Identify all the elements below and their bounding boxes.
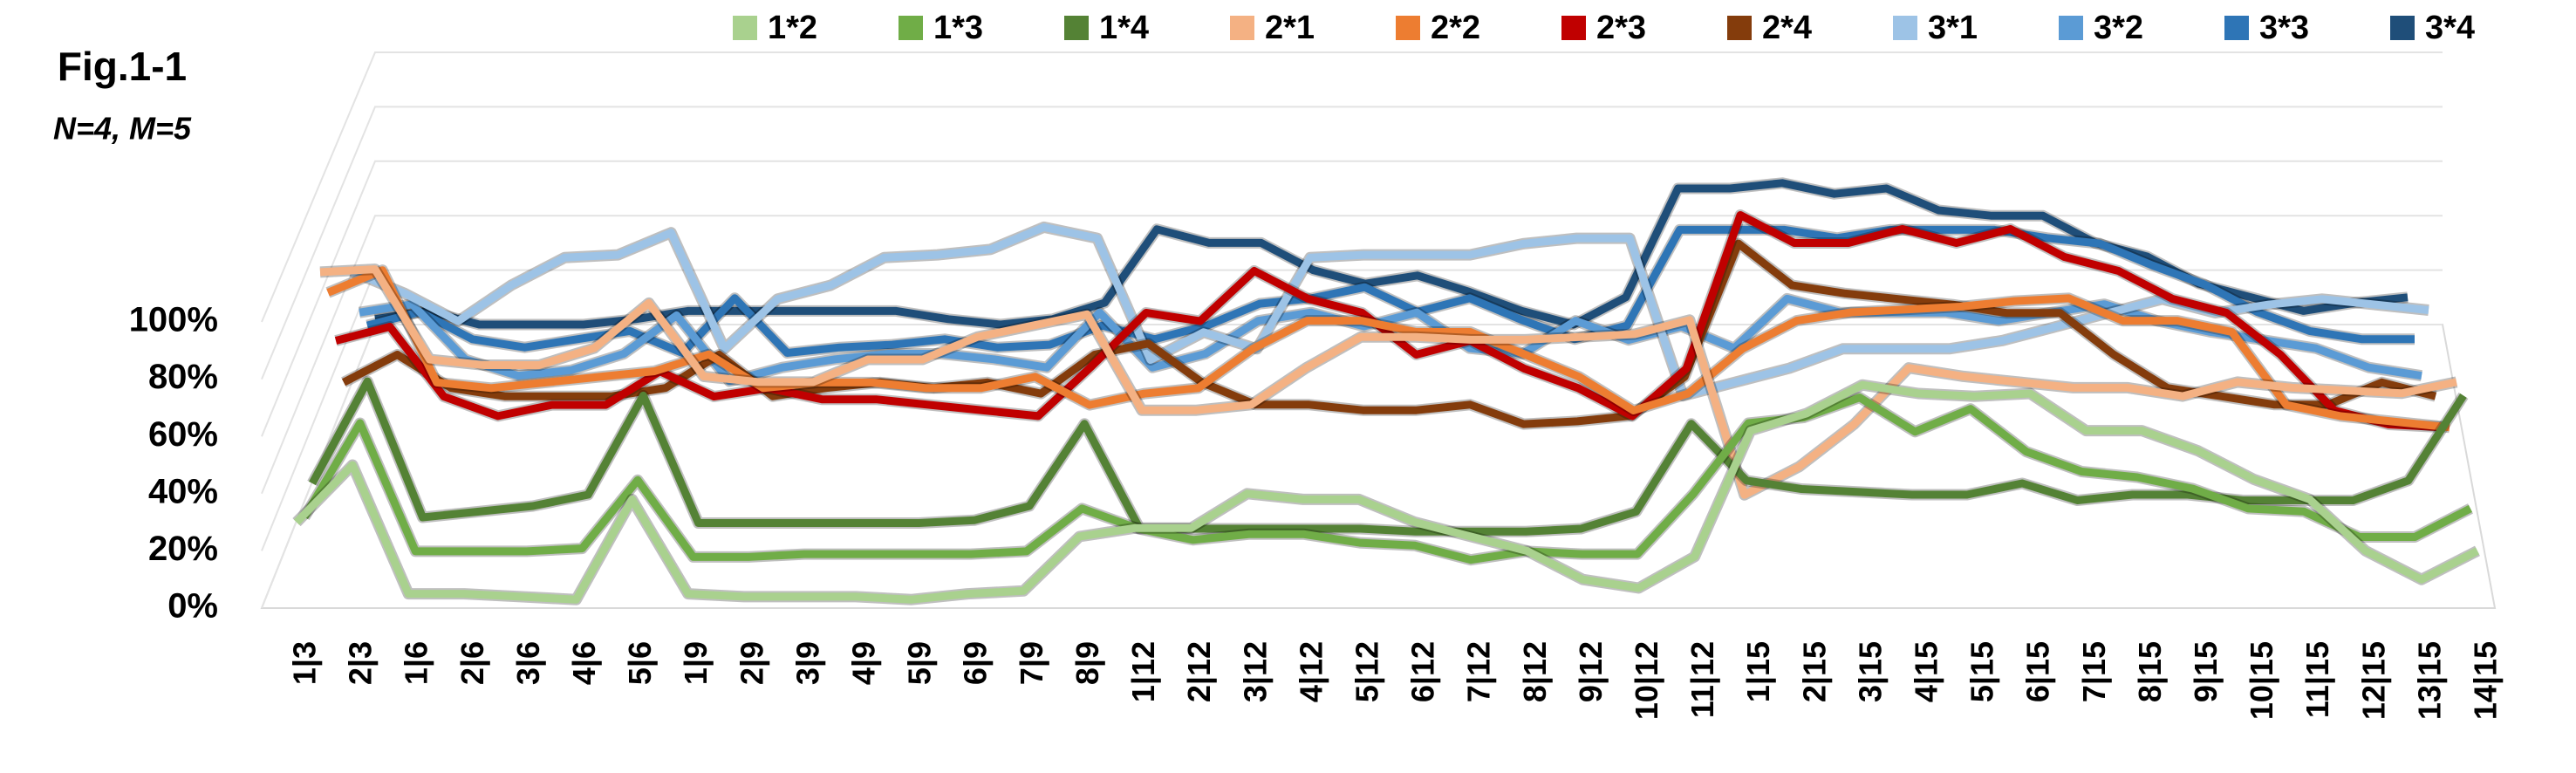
x-tick-label: 6|12: [1405, 641, 1442, 702]
legend-swatch: [1561, 16, 1586, 40]
series-line: [319, 265, 2457, 499]
x-tick-label: 7|15: [2076, 641, 2113, 702]
legend-swatch: [733, 16, 757, 40]
x-tick-label: 3|9: [789, 641, 826, 685]
x-tick-label: 6|15: [2020, 641, 2057, 702]
x-tick-label: 9|15: [2188, 641, 2224, 702]
series-line: [301, 393, 2473, 564]
x-tick-label: 13|15: [2411, 641, 2448, 720]
x-tick-label: 8|15: [2132, 641, 2169, 702]
x-tick-label: 4|6: [566, 641, 603, 685]
x-tick-label: 1|15: [1740, 641, 1777, 702]
y-tick-label: 40%: [148, 472, 218, 510]
legend-swatch: [1727, 16, 1752, 40]
series-line: [293, 380, 2480, 604]
legend-label: 1*3: [933, 10, 983, 46]
legend-label: 1*4: [1099, 10, 1149, 46]
x-tick-label: 14|15: [2468, 641, 2504, 720]
x-tick-label: 3|6: [510, 641, 547, 685]
grid-line: [261, 51, 2443, 323]
legend-swatch: [2059, 16, 2083, 40]
legend-label: 2*4: [1762, 10, 1812, 46]
x-tick-label: 4|9: [846, 641, 883, 685]
x-tick-label: 8|12: [1517, 641, 1554, 702]
legend-label: 3*1: [1928, 10, 1978, 46]
legend-label: 1*2: [768, 10, 817, 46]
legend-swatch: [1893, 16, 1917, 40]
x-tick-label: 11|15: [2299, 641, 2336, 718]
x-tick-label: 6|9: [958, 641, 994, 685]
legend-label: 2*1: [1265, 10, 1315, 46]
legend-label: 3*4: [2425, 10, 2475, 46]
grid-line: [261, 106, 2443, 380]
x-tick-label: 3|12: [1237, 641, 1274, 702]
x-tick-label: 2|3: [343, 641, 379, 685]
x-tick-label: 7|9: [1014, 641, 1050, 685]
x-tick-label: 1|6: [399, 641, 435, 685]
x-tick-label: 1|3: [287, 641, 324, 685]
x-tick-label: 4|15: [1908, 641, 1944, 702]
x-tick-label: 4|12: [1293, 641, 1329, 702]
legend-swatch: [2224, 16, 2249, 40]
legend-label: 3*2: [2094, 10, 2143, 46]
y-tick-label: 80%: [148, 358, 218, 396]
x-tick-label: 12|15: [2355, 641, 2392, 720]
legend-label: 2*2: [1431, 10, 1480, 46]
x-tick-label: 10|15: [2244, 641, 2280, 720]
legend-swatch: [899, 16, 923, 40]
y-tick-label: 0%: [167, 587, 218, 626]
x-tick-label: 2|12: [1181, 641, 1218, 702]
x-tick-label: 1|9: [678, 641, 714, 685]
legend-label: 3*3: [2259, 10, 2309, 46]
x-tick-label: 8|9: [1069, 641, 1106, 685]
x-tick-label: 5|9: [902, 641, 939, 685]
series-line: [374, 179, 2409, 329]
series-line: [359, 294, 2422, 386]
x-tick-label: 3|15: [1852, 641, 1889, 702]
x-tick-label: 2|15: [1796, 641, 1833, 702]
series-line: [366, 225, 2415, 357]
grid-line: [261, 215, 2443, 495]
series-line: [341, 239, 2437, 428]
x-tick-label: 2|9: [734, 641, 770, 685]
x-tick-label: 11|12: [1684, 641, 1721, 718]
x-tick-label: 9|12: [1573, 641, 1609, 702]
x-tick-label: 2|6: [454, 641, 491, 685]
y-tick-label: 100%: [129, 301, 218, 339]
legend-swatch: [1064, 16, 1089, 40]
chart-subtitle: N=4, M=5: [53, 111, 192, 147]
x-tick-label: 7|12: [1461, 641, 1498, 702]
grid-line: [261, 160, 2443, 437]
legend-swatch: [1230, 16, 1254, 40]
series-line: [350, 222, 2429, 400]
series-line: [309, 377, 2467, 536]
x-tick-label: 1|12: [1125, 641, 1162, 702]
chart-title: Fig.1-1: [58, 44, 187, 89]
x-tick-label: 5|15: [1964, 641, 2001, 702]
legend-swatch: [2390, 16, 2415, 40]
series-line: [326, 266, 2450, 432]
x-tick-label: 5|6: [622, 641, 659, 685]
x-tick-label: 10|12: [1629, 641, 1665, 720]
legend-swatch: [1396, 16, 1420, 40]
y-tick-label: 20%: [148, 530, 218, 568]
x-tick-label: 5|12: [1349, 641, 1385, 702]
legend-label: 2*3: [1596, 10, 1646, 46]
y-tick-label: 60%: [148, 415, 218, 454]
